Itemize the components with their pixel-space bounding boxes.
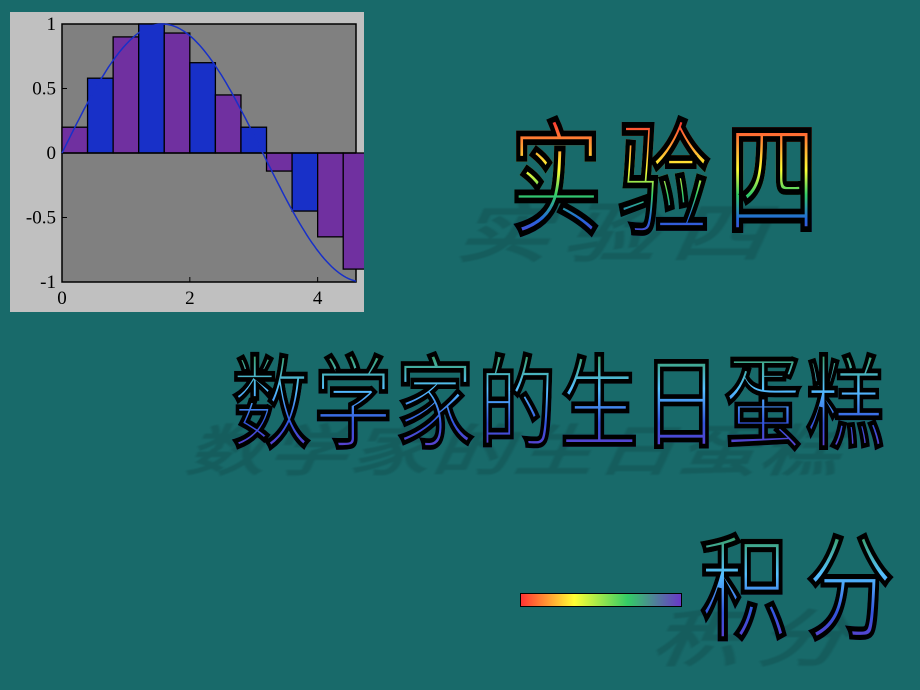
chart-riemann-bars: -1 -0.5 0 0.5 1 0 2 4 (10, 12, 364, 312)
svg-text:0: 0 (57, 288, 67, 309)
wordart-char: 积 (700, 536, 788, 650)
wordart-char: 的 (478, 355, 556, 456)
wordart-char: 日 (642, 355, 720, 456)
svg-text:-0.5: -0.5 (26, 208, 56, 229)
wordart-char: 家 (396, 355, 474, 456)
wordart-char: 分 (806, 536, 894, 650)
wordart-char: 验 (618, 120, 710, 244)
wordart-char: 数 (232, 355, 310, 456)
wordart-char: 生 (560, 355, 638, 456)
wordart-char: 四 (726, 120, 818, 244)
svg-text:2: 2 (185, 288, 195, 309)
title-subtitle: 数学家的生日蛋糕 (232, 355, 884, 433)
svg-text:0.5: 0.5 (32, 79, 56, 100)
wordart-char: 学 (314, 355, 392, 456)
wordart-char: 蛋 (724, 355, 802, 456)
slide-stage: -1 -0.5 0 0.5 1 0 2 4 实验四 实验四 数学家的生日蛋糕 数学家的生日蛋糕… (0, 0, 920, 690)
svg-text:1: 1 (47, 14, 57, 35)
svg-text:0: 0 (47, 143, 57, 164)
chart-svg: -1 -0.5 0 0.5 1 0 2 4 (10, 12, 364, 312)
em-dash-ornament (520, 593, 682, 607)
svg-text:-1: -1 (40, 272, 56, 293)
title-experiment-4: 实验四 (510, 120, 818, 212)
wordart-char: 糕 (806, 355, 884, 456)
svg-text:4: 4 (313, 288, 323, 309)
title-footer: 积分 (520, 536, 894, 624)
wordart-char: 实 (510, 120, 602, 244)
